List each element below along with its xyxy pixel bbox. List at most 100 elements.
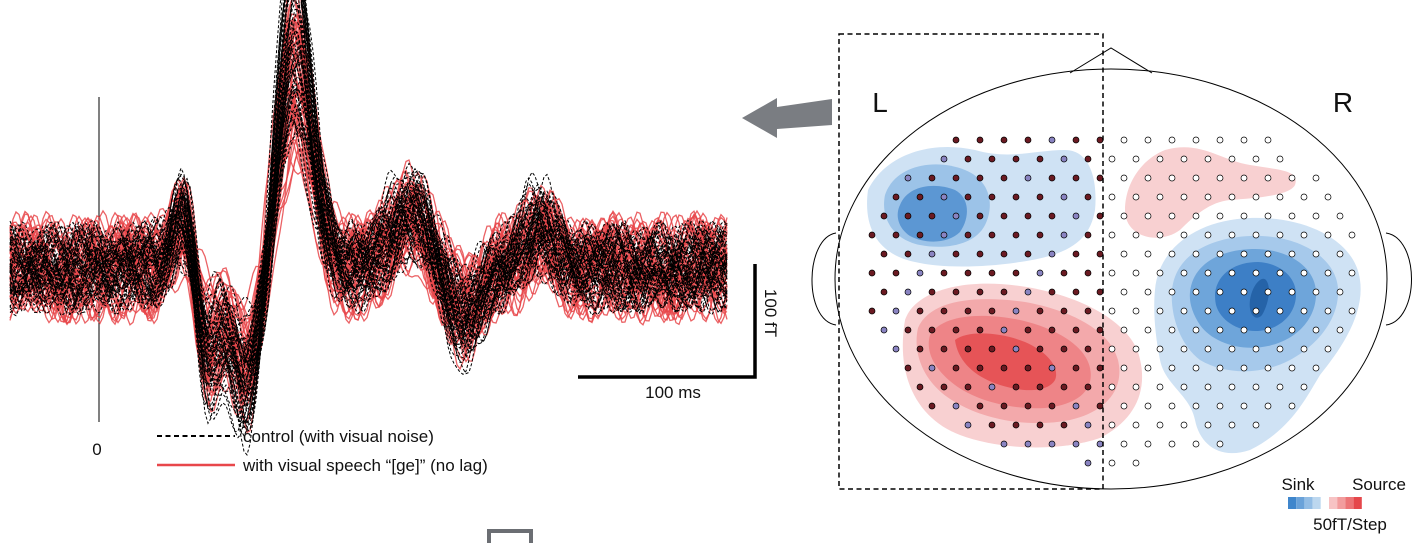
sensor — [1108, 459, 1116, 467]
selected-sensor — [1012, 421, 1020, 429]
selected-sensor — [1072, 326, 1080, 334]
sensor — [1288, 364, 1296, 372]
control-trace — [9, 0, 728, 426]
sensor — [1144, 212, 1152, 220]
selected-sensor — [988, 421, 996, 429]
selected-sensor — [880, 212, 888, 220]
control-trace — [9, 0, 728, 428]
sensor — [1264, 250, 1272, 258]
selected-sensor — [1096, 288, 1104, 296]
visual-speech-trace — [9, 13, 728, 393]
sensor — [1312, 250, 1320, 258]
colorbar-swatch — [1312, 497, 1321, 509]
sensor — [1156, 269, 1164, 277]
sensor — [1312, 288, 1320, 296]
selected-sensor — [952, 288, 960, 296]
sensor — [1144, 326, 1152, 334]
selected-sensor — [1036, 421, 1044, 429]
selected-sensor — [928, 402, 936, 410]
sensor — [1156, 307, 1164, 315]
sensor — [1288, 402, 1296, 410]
sensor — [1336, 212, 1344, 220]
sensor — [1168, 288, 1176, 296]
colorbar-swatch — [1337, 497, 1346, 509]
selected-sensor — [1000, 212, 1008, 220]
sensor — [1288, 326, 1296, 334]
sensor — [1204, 421, 1212, 429]
sensor — [1180, 193, 1188, 201]
control-trace — [9, 17, 728, 395]
control-trace — [9, 86, 728, 372]
sensor — [1252, 155, 1260, 163]
selected-sensor — [964, 383, 972, 391]
selected-sensor — [988, 155, 996, 163]
control-trace — [9, 100, 728, 387]
selected-sensor — [1084, 383, 1092, 391]
selected-sensor — [952, 364, 960, 372]
selected-sensor — [1024, 402, 1032, 410]
visual-speech-traces — [9, 0, 728, 434]
legend-label-visual-speech: with visual speech “[ge]” (no lag) — [242, 456, 488, 475]
sensor — [1168, 212, 1176, 220]
sensor — [1204, 193, 1212, 201]
source-region-right — [1125, 147, 1296, 238]
selected-sensor — [940, 231, 948, 239]
colorbar-swatch — [1296, 497, 1305, 509]
visual-speech-trace — [9, 30, 728, 394]
sensor — [1132, 383, 1140, 391]
selected-sensor — [916, 269, 924, 277]
sensor — [1180, 345, 1188, 353]
sensor — [1264, 402, 1272, 410]
selected-sensor — [1060, 269, 1068, 277]
selected-sensor — [1048, 364, 1056, 372]
selected-sensor — [1072, 288, 1080, 296]
sensor — [1120, 440, 1128, 448]
selected-sensor — [892, 307, 900, 315]
sensor — [1264, 212, 1272, 220]
selected-sensor — [1000, 136, 1008, 144]
selected-sensor — [1060, 383, 1068, 391]
sensor — [1240, 288, 1248, 296]
colorbar-source-label: Source — [1352, 475, 1406, 494]
nose — [1069, 47, 1153, 74]
selected-sensor — [1096, 440, 1104, 448]
selected-sensor — [1096, 174, 1104, 182]
sensor — [1168, 174, 1176, 182]
sensor — [1348, 307, 1356, 315]
sensor — [1276, 193, 1284, 201]
selected-sensor — [880, 288, 888, 296]
selected-sensor — [976, 364, 984, 372]
selected-sensor — [964, 155, 972, 163]
selected-sensor — [916, 193, 924, 201]
sensor — [1132, 269, 1140, 277]
sensor — [1120, 402, 1128, 410]
visual-speech-trace — [9, 33, 728, 382]
selected-sensor — [952, 174, 960, 182]
sensor — [1204, 231, 1212, 239]
sensor — [1240, 212, 1248, 220]
selected-sensor — [1096, 364, 1104, 372]
selected-sensor — [988, 345, 996, 353]
sensor — [1336, 326, 1344, 334]
sensor — [1120, 288, 1128, 296]
sensor — [1204, 155, 1212, 163]
selected-sensor — [1060, 307, 1068, 315]
sensor — [1312, 174, 1320, 182]
sensor — [1312, 326, 1320, 334]
selected-sensor — [1036, 345, 1044, 353]
sensor — [1144, 440, 1152, 448]
left-ear — [811, 232, 837, 326]
sensor — [1300, 383, 1308, 391]
head-outline — [834, 68, 1388, 490]
sensor — [1324, 269, 1332, 277]
sensor — [1240, 402, 1248, 410]
selected-sensor — [988, 231, 996, 239]
sensor — [1228, 231, 1236, 239]
selected-sensor — [904, 288, 912, 296]
selected-sensor — [868, 269, 876, 277]
selected-sensor — [880, 326, 888, 334]
sensor — [1264, 364, 1272, 372]
selected-sensor — [892, 345, 900, 353]
sensor — [1216, 250, 1224, 258]
sensor — [1108, 231, 1116, 239]
